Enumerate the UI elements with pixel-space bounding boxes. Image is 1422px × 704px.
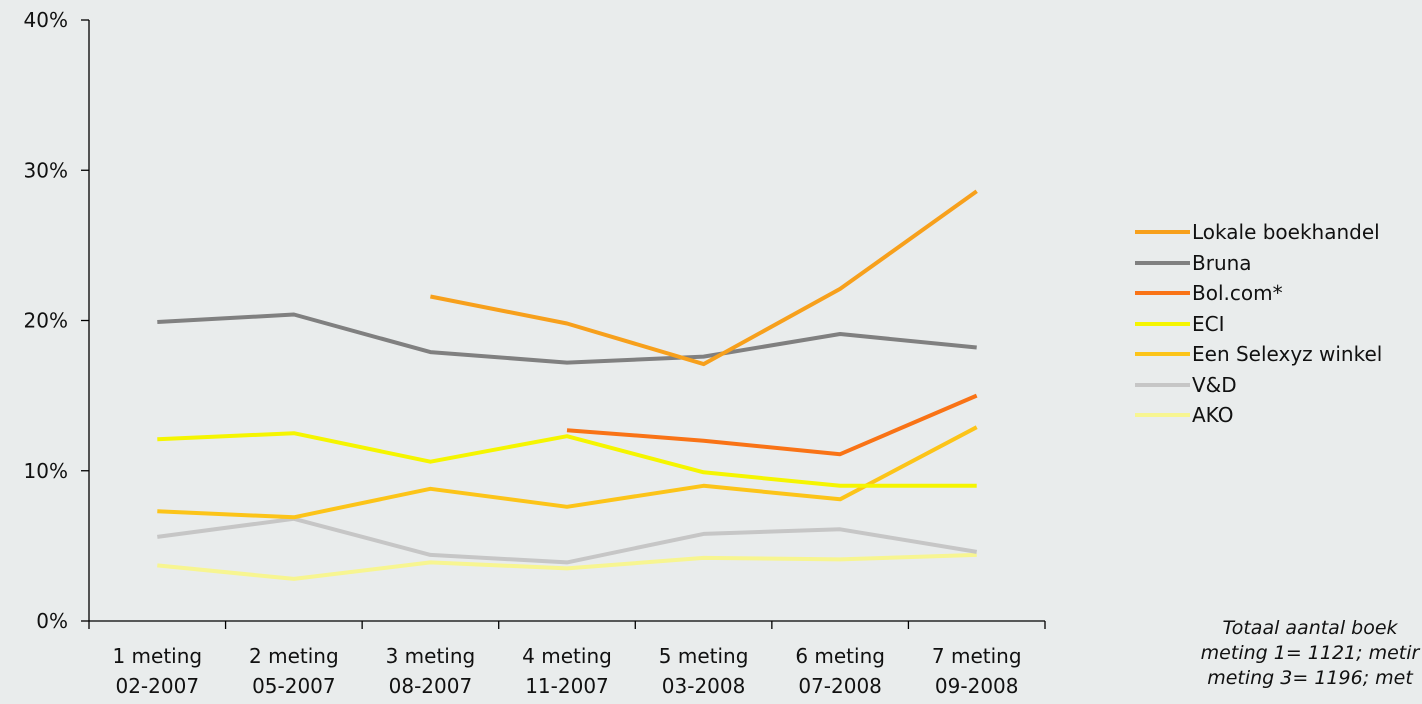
legend-item-een-selexyz-winkel: Een Selexyz winkel — [1135, 339, 1382, 370]
legend-label: V&D — [1192, 372, 1237, 397]
chart-footnote: Totaal aantal boek meting 1= 1121; metir… — [1200, 617, 1420, 689]
legend-item-ako: AKO — [1135, 400, 1382, 431]
legend-swatch — [1135, 230, 1190, 235]
legend-item-bruna: Bruna — [1135, 248, 1382, 279]
y-tick-label: 20% — [24, 309, 68, 333]
legend-label: Lokale boekhandel — [1192, 220, 1380, 245]
y-tick-label: 30% — [24, 158, 68, 182]
y-tick-label: 0% — [36, 609, 68, 633]
legend-label: AKO — [1192, 403, 1234, 428]
x-tick-label-date: 08-2007 — [389, 674, 473, 698]
legend-swatch — [1135, 291, 1190, 296]
legend-item-lokale-boekhandel: Lokale boekhandel — [1135, 217, 1382, 248]
y-tick-label: 10% — [24, 459, 68, 483]
x-tick-label: 2 meting — [249, 644, 339, 668]
series-line-eci — [157, 431, 977, 488]
chart-labels: 0% 10% 20% 30% 40% 1 meting 02-2007 2 meting 05-… — [24, 8, 1022, 698]
series-line-ako — [157, 552, 977, 581]
legend-label: Bruna — [1192, 250, 1252, 275]
legend-item-v-d: V&D — [1135, 370, 1382, 401]
series-line-een-selexyz-winkel — [157, 425, 978, 520]
chart-series — [157, 189, 978, 581]
legend-swatch — [1135, 321, 1190, 326]
series-line-lokale-boekhandel — [430, 189, 978, 367]
legend-label: Bol.com* — [1192, 281, 1283, 306]
series-line-bol-com — [566, 393, 978, 457]
legend-label: ECI — [1192, 311, 1225, 336]
x-tick-label: 1 meting — [112, 644, 202, 668]
chart-legend: Lokale boekhandel Bruna Bol.com* ECI Een Sel… — [1135, 217, 1382, 431]
legend-item-bol-com: Bol.com* — [1135, 278, 1382, 309]
y-tick-label: 40% — [24, 8, 68, 32]
chart-axes — [81, 19, 1046, 629]
x-tick-label-date: 11-2007 — [525, 674, 609, 698]
legend-label: Een Selexyz winkel — [1192, 342, 1383, 367]
series-line-v-d — [157, 516, 978, 565]
x-tick-label: 3 meting — [386, 644, 476, 668]
legend-swatch — [1135, 382, 1190, 387]
legend-item-eci: ECI — [1135, 309, 1382, 340]
series-line-bruna — [157, 312, 977, 365]
x-tick-label-date: 05-2007 — [252, 674, 336, 698]
x-tick-label: 7 meting — [932, 644, 1022, 668]
x-tick-label-date: 03-2008 — [662, 674, 746, 698]
x-tick-label: 5 meting — [659, 644, 749, 668]
x-tick-label-date: 07-2008 — [798, 674, 882, 698]
legend-swatch — [1135, 352, 1190, 357]
legend-swatch — [1135, 260, 1190, 265]
x-tick-label-date: 02-2007 — [115, 674, 199, 698]
x-tick-label: 4 meting — [522, 644, 612, 668]
legend-swatch — [1135, 413, 1190, 418]
x-tick-label: 6 meting — [795, 644, 885, 668]
x-tick-label-date: 09-2008 — [935, 674, 1019, 698]
